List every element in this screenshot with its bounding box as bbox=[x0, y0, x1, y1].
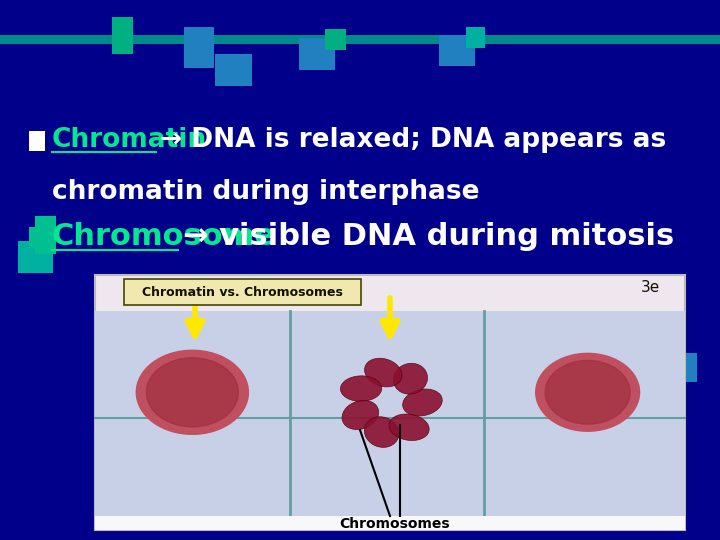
Bar bbox=[439, 35, 475, 66]
Bar bbox=[215, 54, 252, 86]
Text: Chromatin: Chromatin bbox=[52, 127, 207, 153]
Text: Chromosomes: Chromosomes bbox=[340, 517, 450, 531]
Ellipse shape bbox=[402, 389, 442, 416]
Ellipse shape bbox=[393, 363, 428, 394]
Bar bbox=[655, 312, 678, 335]
FancyBboxPatch shape bbox=[124, 279, 361, 305]
Bar bbox=[299, 38, 335, 70]
Text: 3e: 3e bbox=[640, 280, 660, 294]
Ellipse shape bbox=[341, 376, 382, 401]
Text: → DNA is relaxed; DNA appears as: → DNA is relaxed; DNA appears as bbox=[160, 127, 666, 153]
Bar bbox=[95, 516, 685, 530]
Bar bbox=[95, 310, 685, 520]
Text: chromatin during interphase: chromatin during interphase bbox=[52, 179, 480, 205]
Bar bbox=[184, 27, 214, 68]
Ellipse shape bbox=[342, 400, 379, 429]
Bar bbox=[95, 275, 685, 530]
Circle shape bbox=[146, 358, 238, 427]
Bar bbox=[0, 35, 720, 44]
Bar bbox=[35, 216, 56, 254]
Ellipse shape bbox=[389, 414, 429, 441]
Circle shape bbox=[536, 353, 639, 431]
Bar bbox=[18, 241, 53, 273]
Circle shape bbox=[545, 360, 630, 424]
Bar bbox=[29, 227, 45, 248]
Bar bbox=[466, 27, 485, 48]
Bar bbox=[29, 131, 45, 151]
Circle shape bbox=[136, 350, 248, 434]
Bar bbox=[325, 29, 346, 50]
Text: Chromatin vs. Chromosomes: Chromatin vs. Chromosomes bbox=[142, 286, 343, 299]
Text: → visible DNA during mitosis: → visible DNA during mitosis bbox=[183, 222, 674, 251]
Ellipse shape bbox=[364, 417, 399, 447]
Bar bbox=[112, 17, 133, 54]
Ellipse shape bbox=[364, 358, 402, 387]
Text: Chromosome: Chromosome bbox=[52, 222, 276, 251]
Bar bbox=[670, 353, 697, 382]
Bar bbox=[648, 325, 684, 356]
